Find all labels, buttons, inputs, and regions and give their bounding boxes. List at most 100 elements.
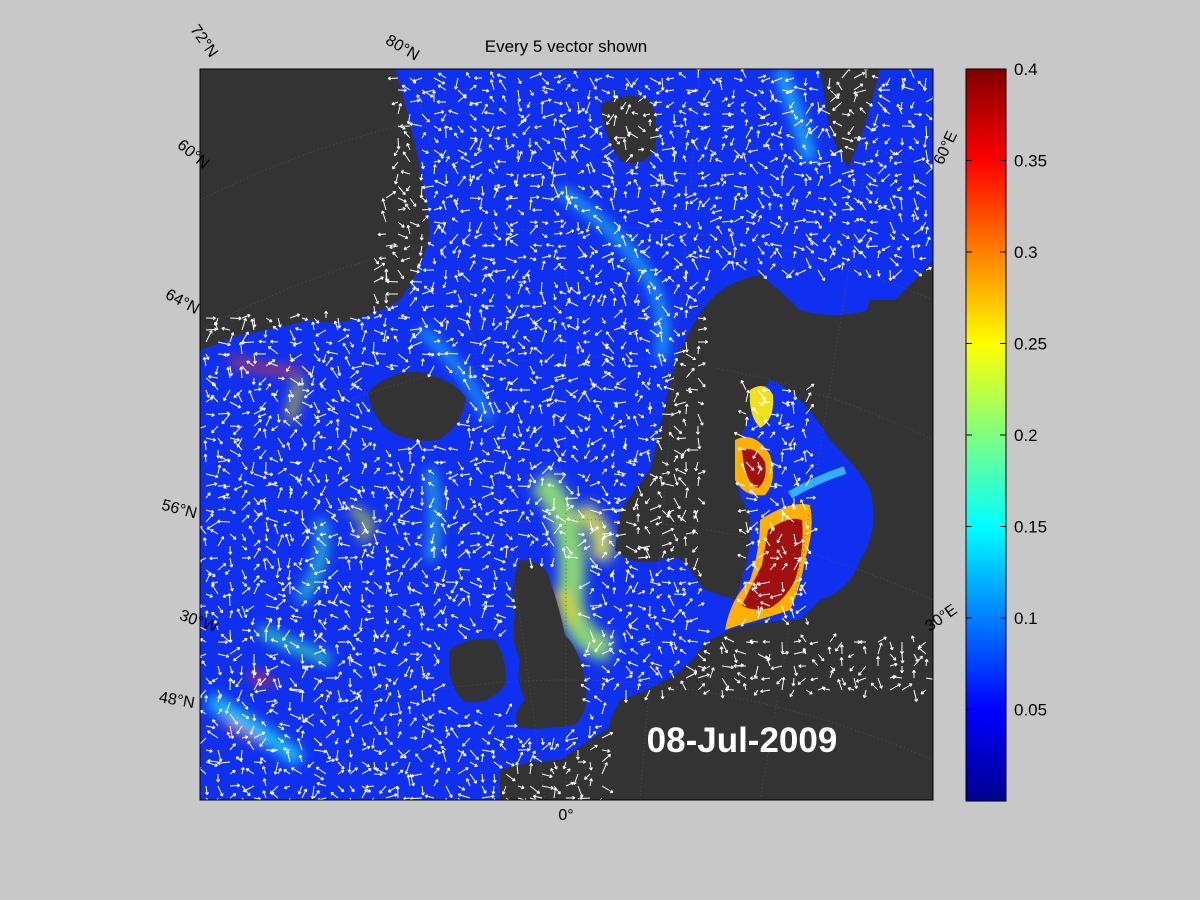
- current-vector-arrow: [541, 521, 549, 534]
- current-vector-arrow: [662, 181, 675, 187]
- current-vector-arrow: [283, 521, 291, 527]
- current-vector-arrow: [673, 283, 680, 295]
- current-vector-arrow: [460, 272, 471, 283]
- current-vector-arrow: [780, 451, 785, 463]
- current-vector-arrow: [701, 173, 711, 180]
- current-vector-arrow: [601, 455, 608, 463]
- current-vector-arrow: [841, 169, 855, 175]
- current-vector-arrow: [462, 241, 471, 247]
- current-vector-arrow: [553, 305, 562, 314]
- current-vector-arrow: [757, 214, 762, 223]
- current-vector-arrow: [243, 481, 255, 487]
- current-vector-arrow: [313, 419, 321, 427]
- current-vector-arrow: [525, 286, 531, 295]
- current-vector-arrow: [470, 161, 483, 169]
- current-vector-arrow: [793, 198, 799, 211]
- current-vector-arrow: [737, 508, 747, 513]
- current-vector-arrow: [493, 221, 498, 230]
- current-vector-arrow: [203, 440, 208, 451]
- current-vector-arrow: [466, 312, 471, 319]
- current-vector-arrow: [529, 245, 538, 253]
- current-vector-arrow: [661, 481, 675, 487]
- current-vector-arrow: [561, 127, 567, 139]
- current-vector-arrow: [483, 425, 495, 433]
- current-vector-arrow: [481, 303, 495, 308]
- current-vector-arrow: [409, 122, 423, 127]
- current-vector-arrow: [687, 387, 699, 392]
- current-vector-arrow: [253, 419, 262, 427]
- current-vector-arrow: [565, 101, 572, 113]
- current-vector-arrow: [505, 380, 511, 391]
- current-vector-arrow: [319, 435, 327, 440]
- current-vector-arrow: [517, 473, 522, 482]
- current-vector-arrow: [673, 193, 681, 199]
- current-vector-arrow: [786, 185, 795, 197]
- current-vector-arrow: [477, 137, 483, 151]
- current-vector-arrow: [554, 377, 567, 383]
- current-vector-arrow: [289, 487, 294, 499]
- current-vector-arrow: [601, 242, 612, 247]
- current-vector-arrow: [223, 389, 231, 402]
- current-vector-arrow: [829, 89, 840, 99]
- current-vector-arrow: [673, 392, 680, 403]
- current-vector-arrow: [258, 339, 267, 344]
- current-vector-arrow: [769, 121, 778, 127]
- current-vector-arrow: [637, 485, 644, 497]
- current-vector-arrow: [481, 449, 490, 456]
- current-vector-arrow: [330, 366, 339, 379]
- current-vector-arrow: [677, 514, 687, 523]
- current-vector-arrow: [908, 185, 915, 190]
- current-vector-arrow: [721, 180, 727, 187]
- current-vector-arrow: [375, 351, 387, 356]
- current-vector-arrow: [745, 389, 750, 403]
- date-label: 08-Jul-2009: [647, 721, 838, 760]
- current-vector-arrow: [610, 449, 615, 457]
- current-vector-arrow: [432, 164, 437, 175]
- current-vector-arrow: [528, 199, 533, 211]
- current-vector-arrow: [349, 341, 354, 348]
- current-vector-arrow: [397, 518, 411, 523]
- current-vector-arrow: [781, 388, 792, 393]
- current-vector-arrow: [327, 407, 339, 415]
- current-vector-arrow: [313, 341, 320, 351]
- current-vector-arrow: [469, 138, 478, 151]
- current-vector-arrow: [567, 300, 579, 307]
- current-vector-arrow: [300, 509, 305, 522]
- current-vector-arrow: [397, 497, 403, 511]
- current-vector-arrow: [613, 478, 619, 487]
- current-vector-arrow: [625, 181, 632, 187]
- current-vector-arrow: [625, 82, 630, 91]
- current-vector-arrow: [205, 327, 218, 332]
- current-vector-arrow: [409, 332, 416, 343]
- current-vector-arrow: [421, 317, 428, 329]
- current-vector-arrow: [773, 482, 783, 487]
- current-vector-arrow: [217, 341, 231, 347]
- current-vector-arrow: [553, 373, 565, 379]
- current-vector-arrow: [637, 221, 650, 228]
- current-vector-arrow: [733, 192, 741, 199]
- current-vector-arrow: [397, 446, 411, 451]
- current-vector-arrow: [746, 509, 759, 514]
- current-vector-arrow: [276, 413, 281, 423]
- current-vector-arrow: [577, 170, 585, 175]
- current-vector-arrow: [817, 149, 823, 161]
- land: [200, 69, 933, 800]
- current-vector-arrow: [805, 417, 810, 427]
- current-vector-arrow: [553, 249, 558, 259]
- current-vector-arrow: [769, 431, 776, 439]
- current-vector-arrow: [733, 77, 743, 82]
- current-vector-arrow: [438, 72, 447, 79]
- current-vector-arrow: [345, 452, 351, 463]
- current-vector-arrow: [793, 149, 803, 160]
- current-vector-arrow: [645, 348, 651, 355]
- current-vector-arrow: [448, 109, 459, 115]
- current-vector-arrow: [451, 217, 459, 223]
- current-vector-arrow: [384, 268, 389, 283]
- current-vector-arrow: [341, 396, 351, 403]
- current-vector-arrow: [757, 466, 763, 475]
- current-vector-arrow: [828, 215, 833, 223]
- current-vector-arrow: [246, 360, 255, 367]
- current-vector-arrow: [873, 113, 879, 127]
- current-vector-arrow: [613, 520, 621, 525]
